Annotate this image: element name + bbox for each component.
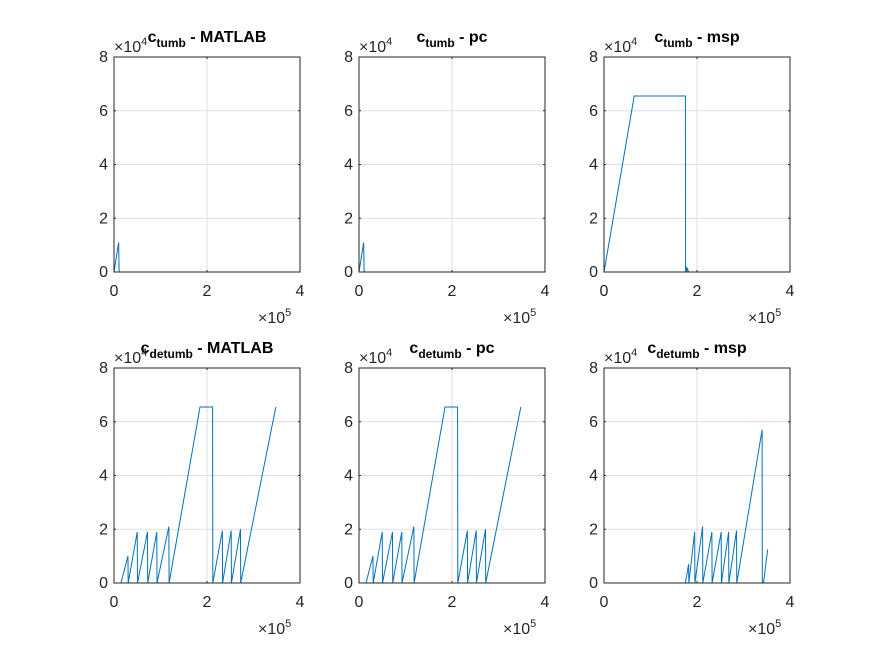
x-exponent-label: ×105 [748, 618, 781, 638]
data-line [603, 95, 767, 273]
subplot-title: ctumb - MATLAB [148, 29, 267, 50]
y-tick-label: 4 [589, 157, 598, 174]
data-line [604, 429, 769, 584]
y-tick-label: 0 [589, 575, 598, 592]
x-tick-label: 4 [541, 594, 550, 611]
x-exponent-label: ×105 [258, 307, 291, 327]
x-tick-label: 2 [693, 594, 702, 611]
y-exponent-label: ×104 [114, 36, 147, 56]
x-tick-label: 4 [786, 283, 795, 300]
x-exponent-label: ×105 [748, 307, 781, 327]
y-tick-label: 0 [344, 264, 353, 281]
subplot-2: 0 2 4 0 2 4 6 8 ×105 ×104 ctumb - pc [344, 29, 549, 327]
x-exponent-label: ×105 [503, 618, 536, 638]
x-tick-label: 4 [296, 283, 305, 300]
x-tick-label: 0 [110, 283, 119, 300]
y-tick-label: 6 [344, 103, 353, 120]
x-tick-label: 2 [448, 594, 457, 611]
x-tick-label: 2 [448, 283, 457, 300]
y-tick-label: 2 [344, 521, 353, 538]
x-tick-label: 0 [355, 283, 364, 300]
y-tick-label: 2 [344, 210, 353, 227]
subplot-3: 0 2 4 0 2 4 6 8 ×105 ×104 ctumb - msp [589, 29, 794, 327]
data-line [359, 406, 522, 584]
y-tick-label: 0 [99, 575, 108, 592]
y-tick-label: 2 [99, 521, 108, 538]
y-tick-label: 2 [99, 210, 108, 227]
subplot-title: cdetumb - MATLAB [141, 340, 274, 361]
y-exponent-label: ×104 [359, 36, 392, 56]
x-tick-label: 0 [600, 283, 609, 300]
y-exponent-label: ×104 [604, 347, 637, 367]
subplot-title: ctumb - msp [654, 29, 740, 50]
x-exponent-label: ×105 [258, 618, 291, 638]
x-tick-label: 0 [600, 594, 609, 611]
y-tick-label: 6 [99, 103, 108, 120]
x-tick-label: 2 [203, 594, 212, 611]
subplot-5: 0 2 4 0 2 4 6 8 ×105 ×104 cdetumb - pc [344, 340, 549, 638]
x-tick-label: 4 [541, 283, 550, 300]
y-tick-label: 4 [344, 468, 353, 485]
y-tick-label: 4 [589, 468, 598, 485]
y-tick-label: 8 [344, 360, 353, 377]
y-tick-label: 4 [99, 157, 108, 174]
x-tick-label: 2 [693, 283, 702, 300]
y-tick-label: 0 [589, 264, 598, 281]
subplot-title: cdetumb - msp [647, 340, 747, 361]
y-exponent-label: ×104 [114, 347, 147, 367]
y-tick-label: 8 [589, 360, 598, 377]
subplot-1: 0 2 4 0 2 4 6 8 ×105 ×104 ctumb - MATLAB [99, 29, 304, 327]
x-tick-label: 4 [296, 594, 305, 611]
y-tick-label: 8 [99, 360, 108, 377]
y-tick-label: 2 [589, 210, 598, 227]
x-tick-label: 2 [203, 283, 212, 300]
x-tick-label: 0 [355, 594, 364, 611]
y-tick-label: 4 [344, 157, 353, 174]
y-tick-label: 8 [589, 49, 598, 66]
subplot-6: 0 2 4 0 2 4 6 8 ×105 ×104 cdetumb - msp [589, 340, 794, 638]
subplot-title: ctumb - pc [416, 29, 487, 50]
subplot-title: cdetumb - pc [409, 340, 494, 361]
y-tick-label: 4 [99, 468, 108, 485]
y-tick-label: 6 [99, 414, 108, 431]
y-tick-label: 6 [589, 414, 598, 431]
y-exponent-label: ×104 [604, 36, 637, 56]
y-tick-label: 8 [99, 49, 108, 66]
x-tick-label: 0 [110, 594, 119, 611]
y-tick-label: 6 [589, 103, 598, 120]
x-tick-label: 4 [786, 594, 795, 611]
y-tick-label: 2 [589, 521, 598, 538]
y-tick-label: 0 [99, 264, 108, 281]
y-tick-label: 8 [344, 49, 353, 66]
y-exponent-label: ×104 [359, 347, 392, 367]
y-tick-label: 6 [344, 414, 353, 431]
data-line [114, 406, 277, 584]
y-tick-label: 0 [344, 575, 353, 592]
x-exponent-label: ×105 [503, 307, 536, 327]
